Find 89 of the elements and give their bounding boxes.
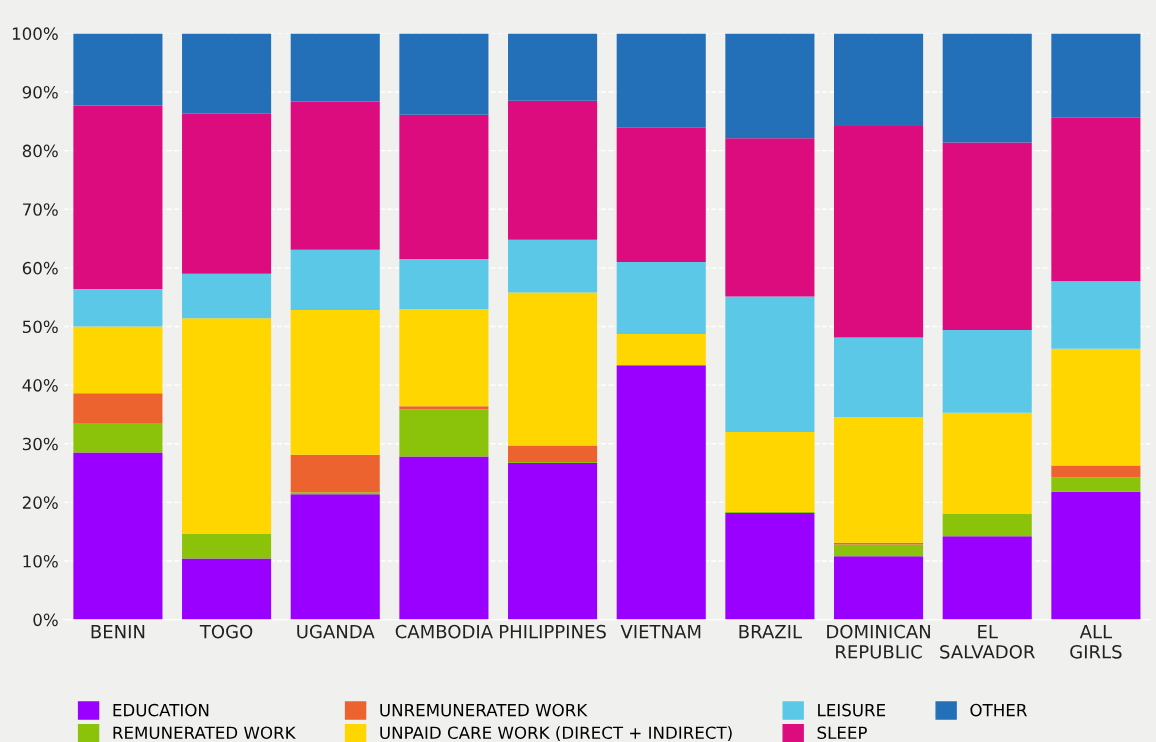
- bar: [290, 494, 380, 620]
- bar: [399, 456, 489, 620]
- bar: [73, 393, 163, 424]
- bar: [942, 536, 1032, 620]
- x-tick-label: ALL GIRLS: [1070, 624, 1122, 659]
- bar: [508, 292, 598, 446]
- bar: [399, 406, 489, 410]
- legend-label: REMUNERATED WORK: [113, 726, 296, 740]
- bar: [508, 445, 598, 462]
- bar: [508, 33, 598, 101]
- bar: [182, 558, 272, 620]
- y-tick-label: 80%: [22, 144, 58, 158]
- bar: [834, 417, 924, 543]
- legend-label: EDUCATION: [113, 703, 209, 717]
- x-tick-label: EL SALVADOR: [940, 624, 1035, 659]
- x-tick-label: CAMBODIA: [395, 624, 493, 639]
- bar: [73, 288, 163, 327]
- bar: [834, 33, 924, 127]
- bar: [834, 556, 924, 620]
- bar: [182, 273, 272, 319]
- bar: [399, 308, 489, 407]
- bar: [508, 463, 598, 620]
- bar: [834, 126, 924, 338]
- bar: [616, 262, 706, 335]
- bar: [290, 33, 380, 102]
- bar: [616, 334, 706, 366]
- bar: [725, 296, 815, 432]
- legend-label: UNPAID CARE WORK (DIRECT + INDIRECT): [380, 726, 732, 741]
- x-tick-label: VIETNAM: [620, 624, 701, 639]
- x-tick-label: TOGO: [199, 624, 253, 639]
- bar: [942, 412, 1032, 515]
- legend-label: OTHER: [970, 703, 1027, 717]
- x-tick-label: DOMINICAN REPUBLIC: [827, 624, 930, 659]
- bar: [399, 259, 489, 309]
- bar: [1051, 33, 1141, 118]
- bar: [182, 33, 272, 114]
- y-tick-label: 90%: [22, 85, 58, 99]
- bar: [290, 101, 380, 250]
- x-tick-label: BRAZIL: [739, 624, 802, 639]
- bar: [290, 310, 380, 455]
- y-tick-label: 0%: [33, 613, 58, 627]
- bar: [290, 249, 380, 311]
- bar: [290, 454, 380, 493]
- bar: [1051, 348, 1141, 466]
- bar: [942, 142, 1032, 330]
- bar: [508, 239, 598, 293]
- legend-label: LEISURE: [818, 703, 886, 717]
- bar: [616, 127, 706, 262]
- bar: [73, 33, 163, 106]
- bar: [942, 514, 1032, 537]
- bar: [1051, 281, 1141, 349]
- bar: [73, 423, 163, 453]
- x-tick-label: BENIN: [91, 624, 145, 639]
- y-tick-label: 70%: [23, 203, 58, 216]
- bar: [725, 138, 815, 297]
- bar: [73, 105, 163, 289]
- bar: [508, 100, 598, 240]
- bar: [834, 544, 924, 557]
- bar: [399, 33, 489, 115]
- y-tick-label: 100%: [12, 27, 58, 40]
- x-tick-label: PHILIPPINES: [500, 624, 606, 639]
- bar: [725, 431, 815, 512]
- y-tick-label: 30%: [22, 437, 58, 451]
- bar: [725, 33, 815, 139]
- y-tick-label: 10%: [23, 554, 58, 568]
- y-tick-label: 20%: [22, 496, 58, 509]
- bar: [1051, 491, 1141, 620]
- bar: [73, 452, 163, 620]
- bar: [834, 337, 924, 418]
- bar: [1051, 117, 1141, 282]
- bar: [942, 330, 1032, 413]
- bar: [1051, 477, 1141, 492]
- y-tick-label: 40%: [22, 379, 58, 392]
- bar: [182, 318, 272, 534]
- bar: [399, 114, 489, 260]
- x-tick-label: UGANDA: [297, 624, 375, 639]
- bar: [73, 326, 163, 394]
- bar: [182, 533, 272, 559]
- y-tick-label: 60%: [22, 261, 58, 275]
- bar: [1051, 465, 1141, 478]
- bar: [725, 512, 815, 620]
- bar: [942, 33, 1032, 143]
- legend-label: UNREMUNERATED WORK: [380, 703, 588, 717]
- bar: [399, 409, 489, 457]
- bar: [616, 33, 706, 128]
- y-tick-label: 50%: [22, 320, 58, 334]
- bar: [182, 113, 272, 274]
- legend-label: SLEEP: [817, 726, 867, 740]
- bar: [616, 365, 706, 620]
